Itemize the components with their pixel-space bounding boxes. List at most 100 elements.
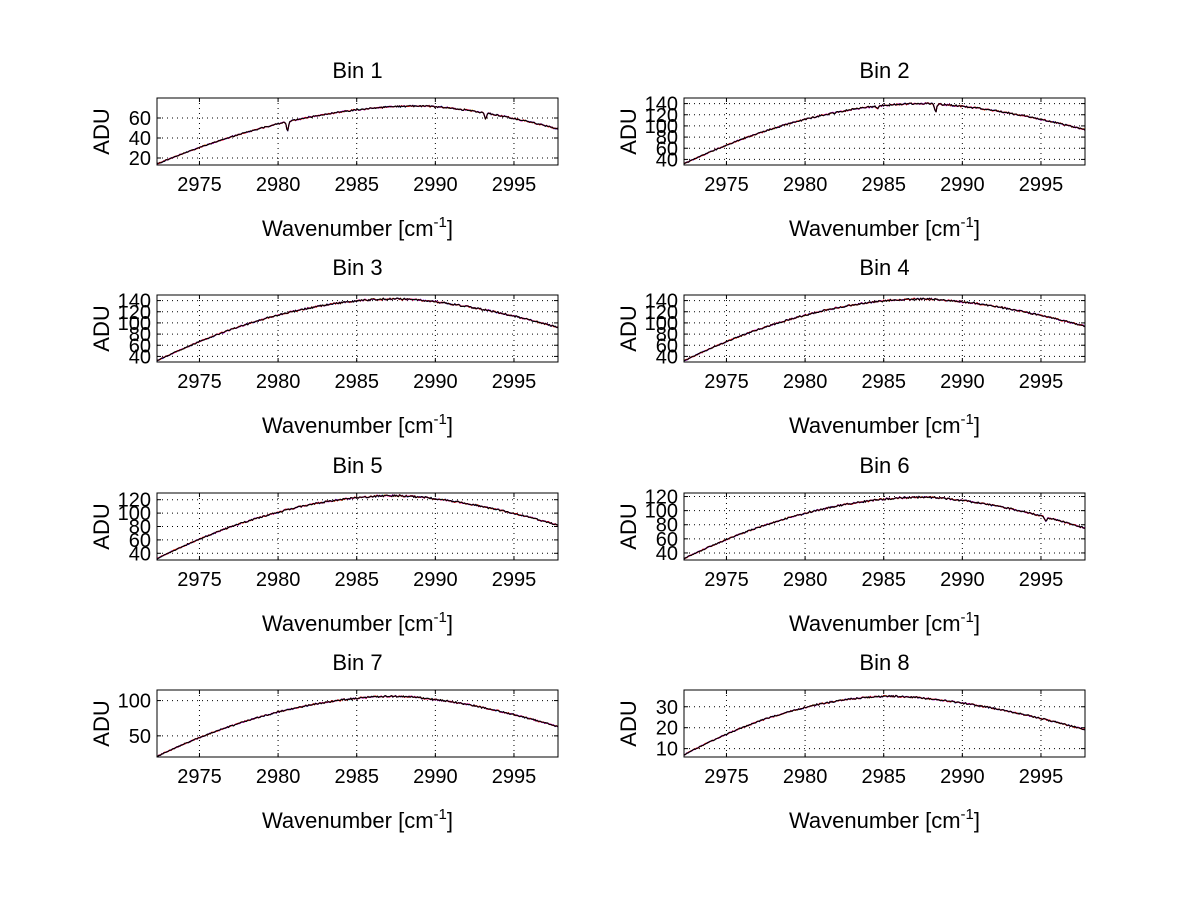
axes-frame xyxy=(156,689,559,758)
y-tick-label: 140 xyxy=(645,94,678,116)
x-tick-label: 2985 xyxy=(334,569,379,591)
y-tick-label: 30 xyxy=(656,697,678,719)
x-axis-label: Wavenumber [cm-1] xyxy=(789,609,980,636)
axes-frame xyxy=(683,294,1086,363)
subplot-title: Bin 5 xyxy=(332,453,382,478)
subplot-title: Bin 4 xyxy=(859,255,909,280)
y-tick-label: 120 xyxy=(645,487,678,509)
x-axis-label: Wavenumber [cm-1] xyxy=(262,214,453,241)
x-tick-label: 2990 xyxy=(413,371,458,393)
y-axis-label: ADU xyxy=(616,700,641,746)
x-tick-label: 2975 xyxy=(704,174,749,196)
subplot-title: Bin 3 xyxy=(332,255,382,280)
x-tick-label: 2980 xyxy=(783,371,828,393)
spectrum-line xyxy=(683,694,1086,756)
subplot-title: Bin 7 xyxy=(332,650,382,675)
x-tick-label: 2985 xyxy=(334,371,379,393)
x-tick-label: 2995 xyxy=(492,371,537,393)
subplot-7: 2975 2980 2985 2990 2995 50 100 Bin 7 Wavenumber… xyxy=(89,650,559,833)
y-tick-label: 40 xyxy=(656,346,678,368)
x-tick-label: 2980 xyxy=(783,174,828,196)
x-axis-label: Wavenumber [cm-1] xyxy=(262,609,453,636)
x-tick-label: 2990 xyxy=(413,569,458,591)
x-axis-label: Wavenumber [cm-1] xyxy=(789,806,980,833)
x-tick-label: 2980 xyxy=(256,371,301,393)
axes-background xyxy=(683,492,1086,561)
x-tick-label: 2995 xyxy=(1019,766,1064,788)
x-tick-label: 2990 xyxy=(413,766,458,788)
y-tick-label: 80 xyxy=(129,517,151,539)
x-tick-label: 2995 xyxy=(1019,174,1064,196)
x-tick-label: 2975 xyxy=(177,174,222,196)
spectrum-line xyxy=(683,297,1086,362)
x-tick-label: 2980 xyxy=(256,174,301,196)
x-tick-label: 2995 xyxy=(492,766,537,788)
y-axis-label: ADU xyxy=(89,305,114,351)
x-tick-label: 2995 xyxy=(1019,569,1064,591)
x-tick-label: 2980 xyxy=(256,569,301,591)
subplot-title: Bin 8 xyxy=(859,650,909,675)
x-tick-label: 2975 xyxy=(177,766,222,788)
y-tick-label: 20 xyxy=(656,718,678,740)
subplot-title: Bin 6 xyxy=(859,453,909,478)
y-tick-label: 40 xyxy=(129,346,151,368)
spectrum-line xyxy=(156,694,559,758)
x-tick-label: 2975 xyxy=(177,569,222,591)
spectrum-line xyxy=(156,297,559,362)
x-tick-label: 2975 xyxy=(704,569,749,591)
y-tick-label: 80 xyxy=(129,324,151,346)
x-tick-label: 2985 xyxy=(861,371,906,393)
y-tick-label: 80 xyxy=(656,515,678,537)
y-tick-label: 80 xyxy=(656,324,678,346)
x-tick-label: 2995 xyxy=(492,174,537,196)
y-tick-label: 60 xyxy=(129,335,151,357)
spectrum-line xyxy=(156,494,559,560)
x-tick-label: 2990 xyxy=(940,371,985,393)
y-tick-label: 60 xyxy=(129,108,151,130)
x-tick-label: 2985 xyxy=(861,174,906,196)
spectrum-line xyxy=(156,104,559,165)
y-tick-label: 80 xyxy=(656,127,678,149)
y-tick-label: 50 xyxy=(129,726,151,748)
y-tick-label: 120 xyxy=(118,302,151,324)
y-tick-label: 60 xyxy=(129,530,151,552)
y-axis-label: ADU xyxy=(616,503,641,549)
y-tick-label: 100 xyxy=(118,313,151,335)
x-tick-label: 2980 xyxy=(783,766,828,788)
x-tick-label: 2975 xyxy=(177,371,222,393)
y-tick-label: 100 xyxy=(645,501,678,523)
x-tick-label: 2975 xyxy=(704,371,749,393)
axes-frame xyxy=(156,294,559,363)
axes-background xyxy=(683,294,1086,363)
spectrum-line xyxy=(683,495,1086,560)
y-tick-label: 100 xyxy=(645,116,678,138)
axes-background xyxy=(156,97,559,166)
x-axis-label: Wavenumber [cm-1] xyxy=(789,214,980,241)
y-axis-label: ADU xyxy=(616,108,641,154)
axes-frame xyxy=(156,97,559,166)
axes-background xyxy=(683,689,1086,758)
x-axis-label: Wavenumber [cm-1] xyxy=(789,411,980,438)
y-axis-label: ADU xyxy=(616,305,641,351)
x-tick-label: 2990 xyxy=(940,766,985,788)
y-tick-label: 40 xyxy=(129,543,151,565)
y-tick-label: 100 xyxy=(118,691,151,713)
x-tick-label: 2985 xyxy=(334,766,379,788)
y-tick-label: 100 xyxy=(118,503,151,525)
y-tick-label: 60 xyxy=(656,335,678,357)
x-tick-label: 2985 xyxy=(861,766,906,788)
y-tick-label: 40 xyxy=(656,149,678,171)
spectrum-line xyxy=(683,102,1086,165)
x-tick-label: 2990 xyxy=(413,174,458,196)
x-tick-label: 2980 xyxy=(256,766,301,788)
y-tick-label: 120 xyxy=(645,302,678,324)
y-tick-label: 120 xyxy=(118,490,151,512)
y-axis-label: ADU xyxy=(89,700,114,746)
y-tick-label: 40 xyxy=(656,543,678,565)
